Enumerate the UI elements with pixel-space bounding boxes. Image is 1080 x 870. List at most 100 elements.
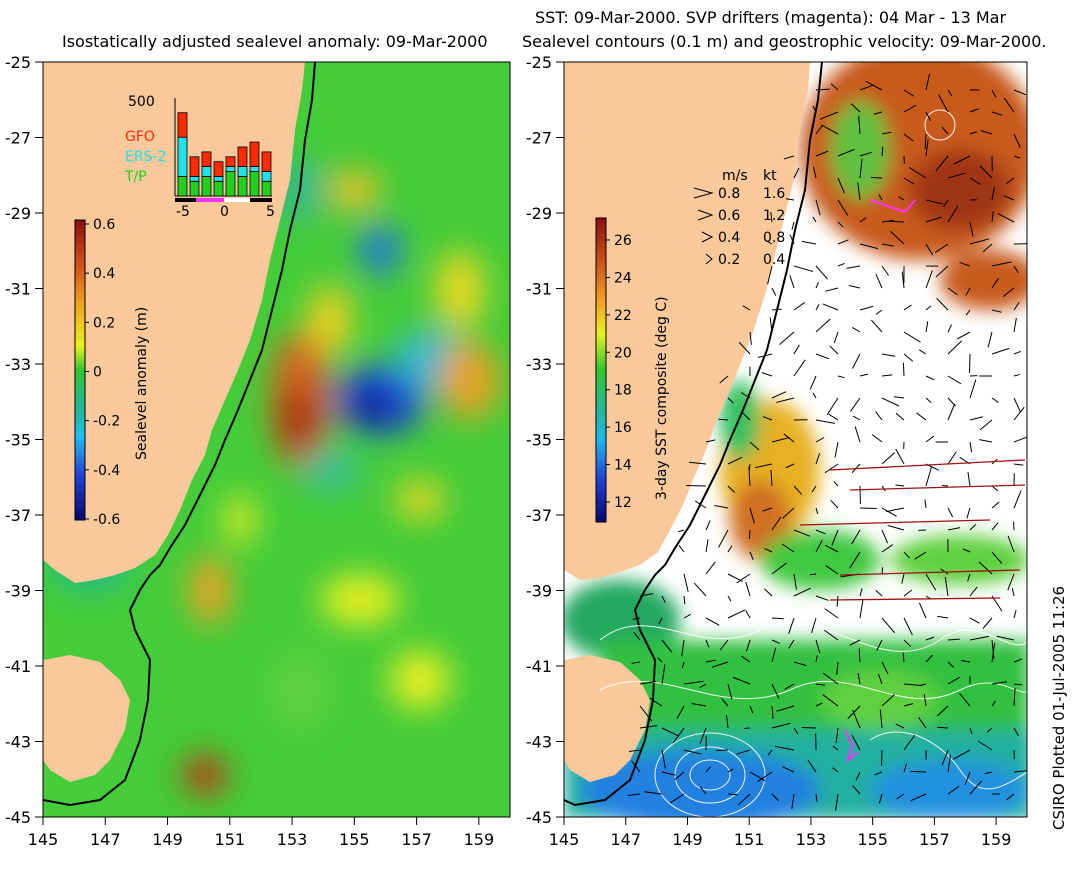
velocity-arrow [779,331,795,345]
svp-drifter-track [844,729,859,763]
right-ytick-label: -35 [526,431,552,450]
velocity-arrow [881,243,894,247]
velocity-arrow [969,238,990,245]
velocity-arrow [678,544,685,553]
velocity-arrow [812,392,817,399]
velocity-arrow [793,573,797,590]
velocity-arrow [749,441,760,451]
australia-mainland-right [564,62,810,580]
velocity-arrow [757,353,773,358]
velocity-arrow [903,353,914,362]
velocity-arrow [881,694,895,707]
right-panel-title-line2: Sealevel contours (0.1 m) and geostrophi… [522,32,1047,51]
velocity-arrow [815,793,818,802]
velocity-key-arrow [693,187,714,199]
velocity-arrow [991,639,995,659]
velocity-arrow [1013,317,1017,333]
velocity-arrow [719,375,729,384]
velocity-arrow [849,551,861,569]
velocity-arrow [771,287,777,296]
velocity-arrow [881,529,889,544]
inset-bar-ers [237,166,248,177]
velocity-arrow [741,655,751,663]
velocity-arrow [716,749,729,752]
velocity-arrow [903,734,916,751]
right-ytick-label: -41 [526,657,552,676]
inset-bar-tp [177,175,188,197]
velocity-arrow [727,485,736,493]
velocity-arrow [849,639,861,646]
right-ytick-label: -27 [526,129,552,148]
velocity-arrow [874,771,883,776]
velocity-arrow [1006,793,1015,801]
velocity-arrow [947,403,956,421]
velocity-arrow [705,539,709,553]
right-xtick-label: 153 [796,830,827,849]
velocity-arrow [718,529,729,548]
right-ytick-label: -39 [526,582,552,601]
velocity-arrow [693,582,707,597]
left-xtick-label: 155 [339,830,370,849]
right-xtick-label: 145 [549,830,580,849]
velocity-arrow [823,672,839,685]
velocity-arrow [683,595,686,605]
velocity-arrow [852,326,861,333]
velocity-arrow [791,221,795,230]
velocity-arrow [745,639,751,652]
velocity-arrow [676,705,685,719]
velocity-arrow [903,133,914,142]
velocity-arrow [903,617,913,636]
velocity-arrow [815,437,825,443]
velocity-arrow [775,745,795,751]
sst-colorbar: 26 24 22 20 18 16 14 12 3-day SST composite (de… [595,217,670,523]
velocity-arrow [783,155,795,160]
left-axes: -25 -27 -29 -31 -33 -35 -37 -39 -41 -43 -45 145 147 1… [5,53,494,849]
sealevel-colorbar-tick-label: -0.6 [93,512,120,528]
inset-y-label: 500 [128,94,155,110]
velocity-arrow [1013,350,1021,355]
velocity-arrow [632,617,641,620]
velocity-arrow [1013,687,1016,707]
velocity-arrow [918,349,927,355]
velocity-arrow [793,485,803,495]
velocity-arrow [727,793,738,796]
velocity-arrow [815,353,830,360]
velocity-arrow [881,507,897,517]
right-xtick-label: 157 [919,830,950,849]
right-axes: -25 -27 -29 -31 -33 -35 -37 -39 -41 -43 -45 145 147 1… [526,53,1012,849]
velocity-arrow [947,287,958,296]
velocity-arrow [837,375,845,379]
right-panel-title-line1: SST: 09-Mar-2000. SVP drifters (magenta)… [535,8,1007,27]
velocity-arrow [879,709,883,729]
velocity-arrow [793,529,811,537]
velocity-arrow [1013,490,1022,509]
velocity-arrow [1013,373,1020,377]
velocity-arrow [881,452,896,465]
velocity-arrow [878,194,883,201]
velocity-arrow [1013,609,1017,619]
left-xtick-label: 157 [401,830,432,849]
velocity-arrow [991,347,1010,355]
velocity-arrow [903,304,912,311]
velocity-arrow [748,466,751,487]
velocity-arrow [764,548,773,553]
velocity-arrow [903,551,910,559]
inset-legend-gfo: GFO [125,129,155,145]
velocity-arrow [902,652,905,663]
velocity-arrow [875,411,883,421]
velocity-arrow [924,499,927,509]
velocity-arrow [837,262,845,267]
velocity-arrow [741,392,751,399]
right-ytick-label: -33 [526,355,552,374]
velocity-arrow [967,472,971,487]
velocity-arrow [846,265,861,269]
velocity-arrow [837,199,849,216]
sst-colorbar-tick-label: 24 [614,270,632,286]
velocity-arrow [705,766,712,773]
velocity-arrow [1013,89,1027,96]
velocity-arrow [742,305,751,311]
velocity-arrow [1013,133,1021,148]
velocity-arrow [850,397,861,412]
velocity-arrow [765,240,773,245]
velocity-arrow [771,639,781,644]
